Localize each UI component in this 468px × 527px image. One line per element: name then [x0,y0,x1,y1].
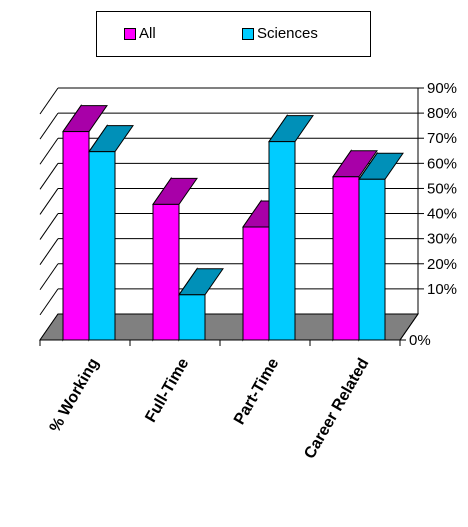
x-tick-label: Full-Time [142,355,192,425]
y-tick-label: 20% [427,256,457,273]
gridline-side [39,87,59,115]
bar-sciences-0 [88,151,116,341]
legend-swatch-sciences [242,28,254,40]
y-tick-label: 60% [427,155,457,172]
bar-sciences-3 [358,178,386,341]
legend: All Sciences [96,11,371,57]
gridline-side [39,213,59,240]
y-tick-label: 40% [427,206,457,223]
gridline-side [39,238,59,265]
y-tick-label: 50% [427,180,457,197]
gridline-side [39,112,59,140]
legend-swatch-all [124,28,136,40]
y-tick-label: 70% [427,130,457,147]
legend-label-all: All [139,25,156,42]
gridline-side [39,137,59,165]
legend-item-sciences: Sciences [242,25,318,43]
y-tick-label: 80% [427,105,457,122]
y-tick-label: 90% [427,80,457,97]
gridline-side [39,188,59,215]
bar-all-2 [242,226,270,341]
gridline-side [39,163,59,190]
y-tick-label: 0% [409,332,431,349]
x-tick-label: Part-Time [231,355,283,427]
legend-label-sciences: Sciences [257,25,318,42]
bar-sciences-2 [268,141,296,341]
bar-top [178,268,224,296]
bar-all-0 [62,131,90,341]
bar-all-1 [152,203,180,341]
x-tick-label: Career Related [301,356,372,462]
bar-top [62,105,108,133]
bar-all-3 [332,176,360,341]
y-tick-label: 10% [427,281,457,298]
gridline-side [39,288,59,316]
bar-top [152,177,198,205]
gridline-side [39,263,59,291]
y-tick-label: 30% [427,231,457,248]
y-axis-base [399,313,419,341]
bar-sciences-1 [178,294,206,341]
x-tick-label: % Working [47,356,103,436]
legend-item-all: All [124,25,156,43]
